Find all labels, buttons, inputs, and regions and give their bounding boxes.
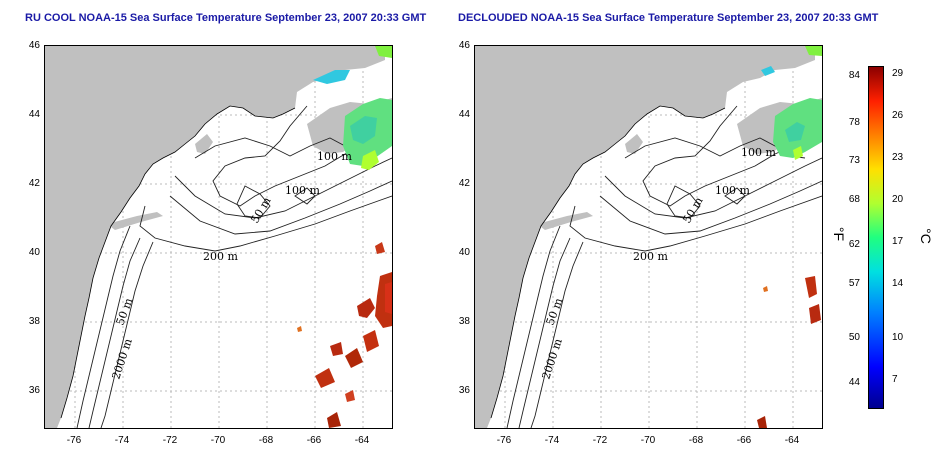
colorbar-fahrenheit-label: °F: [831, 226, 848, 242]
left-bathymetry-contours: [76, 105, 392, 428]
right-label-50m-a: 50 m: [680, 194, 706, 225]
left-map-title: RU COOL NOAA-15 Sea Surface Temperature …: [25, 12, 427, 24]
right-lon-tick-68: -68: [688, 435, 704, 446]
colorbar-f-tick-62: 62: [848, 239, 860, 250]
right-lon-tick-74: -74: [544, 435, 560, 446]
left-lon-tick-70: -70: [210, 435, 226, 446]
right-lon-tick-76: -76: [496, 435, 512, 446]
right-lat-tick-46: 46: [458, 40, 470, 51]
colorbar-f-tick-68: 68: [848, 194, 860, 205]
left-lat-tick-42: 42: [28, 178, 40, 189]
right-coastline: [490, 105, 726, 419]
colorbar-c-tick-10: 10: [892, 332, 904, 343]
colorbar-f-tick-84: 84: [848, 70, 860, 81]
colorbar-f-tick-73: 73: [848, 155, 860, 166]
left-coastline: [60, 105, 296, 419]
left-lon-tick-74: -74: [114, 435, 130, 446]
right-map-title: DECLOUDED NOAA-15 Sea Surface Temperatur…: [458, 12, 879, 24]
colorbar-c-tick-26: 26: [892, 110, 904, 121]
left-sst-cool-patches: [313, 46, 392, 170]
left-label-100m-a: 100 m: [317, 150, 352, 163]
right-label-100m-b: 100 m: [715, 184, 750, 197]
colorbar-f-tick-57: 57: [848, 278, 860, 289]
left-label-50m-b: 50 m: [114, 296, 136, 327]
right-lat-tick-38: 38: [458, 316, 470, 327]
left-lat-tick-40: 40: [28, 247, 40, 258]
left-lon-tick-64: -64: [354, 435, 370, 446]
colorbar-c-tick-29: 29: [892, 68, 904, 79]
right-lat-tick-36: 36: [458, 385, 470, 396]
right-lon-tick-66: -66: [736, 435, 752, 446]
left-lon-tick-68: -68: [258, 435, 274, 446]
colorbar-c-tick-17: 17: [892, 236, 904, 247]
right-lat-tick-44: 44: [458, 109, 470, 120]
left-lon-tick-76: -76: [66, 435, 82, 446]
colorbar-c-tick-23: 23: [892, 152, 904, 163]
right-lon-tick-72: -72: [592, 435, 608, 446]
colorbar-c-tick-14: 14: [892, 278, 904, 289]
right-cape-cod: [625, 134, 643, 154]
right-sst-cool-patches: [761, 46, 822, 160]
left-lat-tick-36: 36: [28, 385, 40, 396]
left-long-island: [107, 212, 163, 230]
right-lat-tick-40: 40: [458, 247, 470, 258]
right-lat-tick-42: 42: [458, 178, 470, 189]
left-sst-map[interactable]: 100 m 100 m 50 m 200 m 50 m 2000 m: [44, 45, 393, 429]
left-lat-tick-38: 38: [28, 316, 40, 327]
left-lon-tick-66: -66: [306, 435, 322, 446]
colorbar-c-tick-20: 20: [892, 194, 904, 205]
right-lon-tick-64: -64: [784, 435, 800, 446]
colorbar-celsius-label: °C: [917, 228, 934, 244]
left-sst-warm-patches: [297, 242, 392, 428]
right-label-200m: 200 m: [633, 250, 668, 263]
right-bathymetry-contours: [506, 105, 822, 428]
colorbar-f-tick-78: 78: [848, 117, 860, 128]
left-map-canvas: 100 m 100 m 50 m 200 m 50 m 2000 m: [45, 46, 392, 428]
left-label-50m-a: 50 m: [248, 194, 274, 225]
left-lat-tick-44: 44: [28, 109, 40, 120]
left-cape-cod: [195, 134, 213, 154]
colorbar-f-tick-44: 44: [848, 377, 860, 388]
right-land-mass: [475, 46, 815, 428]
left-land-mass: [45, 46, 385, 428]
temperature-colorbar: [868, 66, 884, 409]
right-label-2000m: 2000 m: [539, 336, 564, 380]
left-label-2000m: 2000 m: [109, 336, 134, 380]
colorbar-f-tick-50: 50: [848, 332, 860, 343]
colorbar-c-tick-7: 7: [892, 374, 898, 385]
right-label-50m-b: 50 m: [544, 296, 566, 327]
right-sst-map[interactable]: 100 m 100 m 50 m 200 m 50 m 2000 m: [474, 45, 823, 429]
left-label-100m-b: 100 m: [285, 184, 320, 197]
right-long-island: [537, 212, 593, 230]
left-lat-tick-46: 46: [28, 40, 40, 51]
right-label-100m-a: 100 m: [741, 146, 776, 159]
right-lon-tick-70: -70: [640, 435, 656, 446]
left-label-200m: 200 m: [203, 250, 238, 263]
right-sst-warm-patches: [757, 276, 821, 428]
left-lon-tick-72: -72: [162, 435, 178, 446]
right-map-canvas: 100 m 100 m 50 m 200 m 50 m 2000 m: [475, 46, 822, 428]
